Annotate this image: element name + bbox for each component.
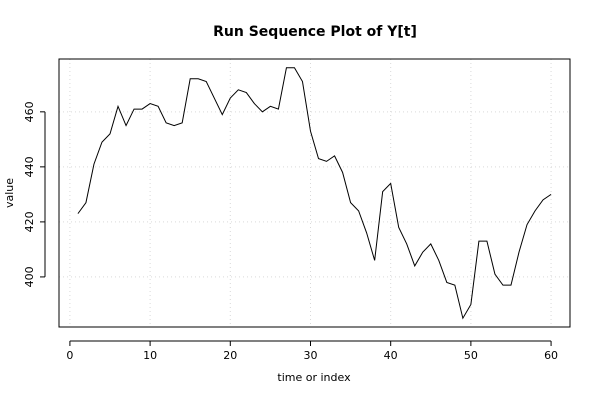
x-axis: 0 10 20 30 40 50 60 xyxy=(66,340,558,362)
grid-lines xyxy=(59,59,570,327)
x-tick-label: 20 xyxy=(223,349,237,362)
x-tick-label: 10 xyxy=(143,349,157,362)
plot-area xyxy=(58,58,571,328)
y-axis: 400 420 440 460 xyxy=(23,101,46,287)
x-tick-label: 0 xyxy=(66,349,73,362)
chart-title: Run Sequence Plot of Y[t] xyxy=(213,24,417,40)
x-axis-label: time or index xyxy=(277,371,351,384)
y-axis-label: value xyxy=(3,178,16,208)
y-tick-label: 460 xyxy=(23,101,36,122)
x-tick-label: 50 xyxy=(464,349,478,362)
y-tick-label: 440 xyxy=(23,156,36,177)
y-tick-label: 420 xyxy=(23,211,36,232)
y-tick-label: 400 xyxy=(23,266,36,287)
x-tick-label: 30 xyxy=(303,349,317,362)
x-tick-label: 40 xyxy=(384,349,398,362)
series-line xyxy=(77,67,552,320)
x-tick-label: 60 xyxy=(544,349,558,362)
